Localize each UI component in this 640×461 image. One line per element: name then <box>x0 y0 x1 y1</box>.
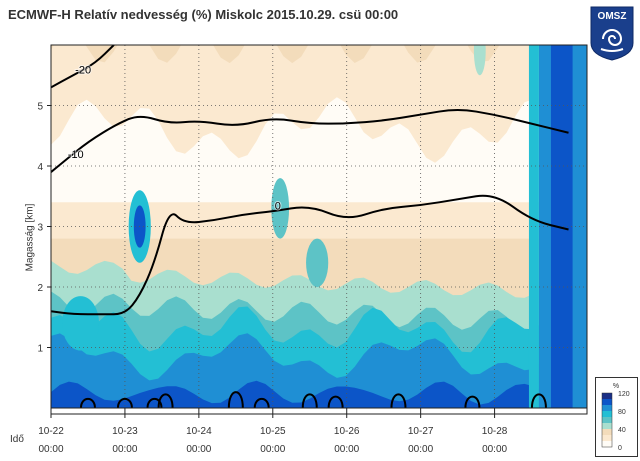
x-axis-bar <box>50 407 588 415</box>
logo-swirl-icon <box>600 29 624 52</box>
rh-100-contour <box>157 393 174 408</box>
x-tick-label-time: 00:00 <box>186 444 211 455</box>
rh-band-saturated-surface <box>51 380 587 408</box>
chart-title: ECMWF-H Relatív nedvesség (%) Miskolc 20… <box>8 7 399 22</box>
x-tick-label-date: 10-24 <box>186 426 212 437</box>
rh-100-contour <box>327 395 344 408</box>
temperature-isoline <box>51 194 569 316</box>
x-tick-label-date: 10-28 <box>482 426 508 437</box>
legend-swatch <box>602 417 612 424</box>
legend-swatch <box>602 441 612 448</box>
y-tick-label: 5 <box>37 102 43 113</box>
legend-swatch <box>602 423 612 430</box>
x-axis-label: Idő <box>10 434 24 445</box>
legend-frame <box>601 392 613 448</box>
rh-band-very-dry <box>51 97 587 203</box>
y-tick-label: 1 <box>37 344 43 355</box>
moisture-blob <box>62 296 100 351</box>
rh-100-contour <box>146 397 163 408</box>
x-tick-label-date: 10-27 <box>408 426 434 437</box>
moisture-blob <box>306 238 329 287</box>
legend-label: 0 <box>618 445 622 452</box>
legend-swatch <box>602 399 612 406</box>
legend-swatch <box>602 405 612 412</box>
isoline-label: -20 <box>75 64 91 76</box>
moisture-blob <box>271 178 290 239</box>
rh-100-contour <box>301 393 318 408</box>
legend-title: % <box>613 383 619 390</box>
saturated-column-edge <box>528 45 539 408</box>
logo-text: OMSZ <box>598 11 627 22</box>
rh-100-contour <box>464 395 481 408</box>
x-tick-label-time: 00:00 <box>334 444 359 455</box>
legend-swatch <box>602 435 612 442</box>
omsz-logo: OMSZ <box>589 5 635 61</box>
legend-swatch <box>602 411 612 418</box>
rh-100-contour <box>253 397 270 408</box>
x-tick-label-time: 00:00 <box>112 444 137 455</box>
y-tick-label: 4 <box>37 162 43 173</box>
temperature-isoline <box>51 45 115 89</box>
x-tick-label-date: 10-25 <box>260 426 286 437</box>
logo-shield-shape <box>590 6 634 61</box>
x-tick-label-date: 10-26 <box>334 426 360 437</box>
rh-100-contour <box>116 397 133 408</box>
rh-100-contour <box>530 393 547 408</box>
x-tick-label-time: 00:00 <box>260 444 285 455</box>
moisture-blob <box>473 45 486 76</box>
temperature-isoline <box>51 109 569 173</box>
y-tick-label: 2 <box>37 283 43 294</box>
x-tick-label-time: 00:00 <box>482 444 507 455</box>
rh-100-contour <box>79 397 96 408</box>
saturated-column-core <box>550 45 573 408</box>
legend-swatch <box>602 429 612 436</box>
y-axis-label: Magasság [km] <box>24 203 36 272</box>
x-tick-label-date: 10-23 <box>112 426 138 437</box>
colorbar-legend: % 120 80 40 0 <box>595 377 638 457</box>
x-tick-label-time: 00:00 <box>408 444 433 455</box>
rh-100-contour <box>390 393 407 408</box>
rh-100-contour <box>227 391 244 408</box>
isoline-label: -10 <box>68 149 84 161</box>
x-tick-label-date: 10-22 <box>38 426 64 437</box>
plot-area: -20 -10 0 <box>51 45 587 408</box>
legend-label: 120 <box>618 391 630 398</box>
isoline-label: 0 <box>275 200 281 212</box>
legend-swatch <box>602 393 612 400</box>
x-tick-label-time: 00:00 <box>38 444 63 455</box>
legend-label: 80 <box>618 409 626 416</box>
y-tick-label: 3 <box>37 223 43 234</box>
legend-label: 40 <box>618 427 626 434</box>
